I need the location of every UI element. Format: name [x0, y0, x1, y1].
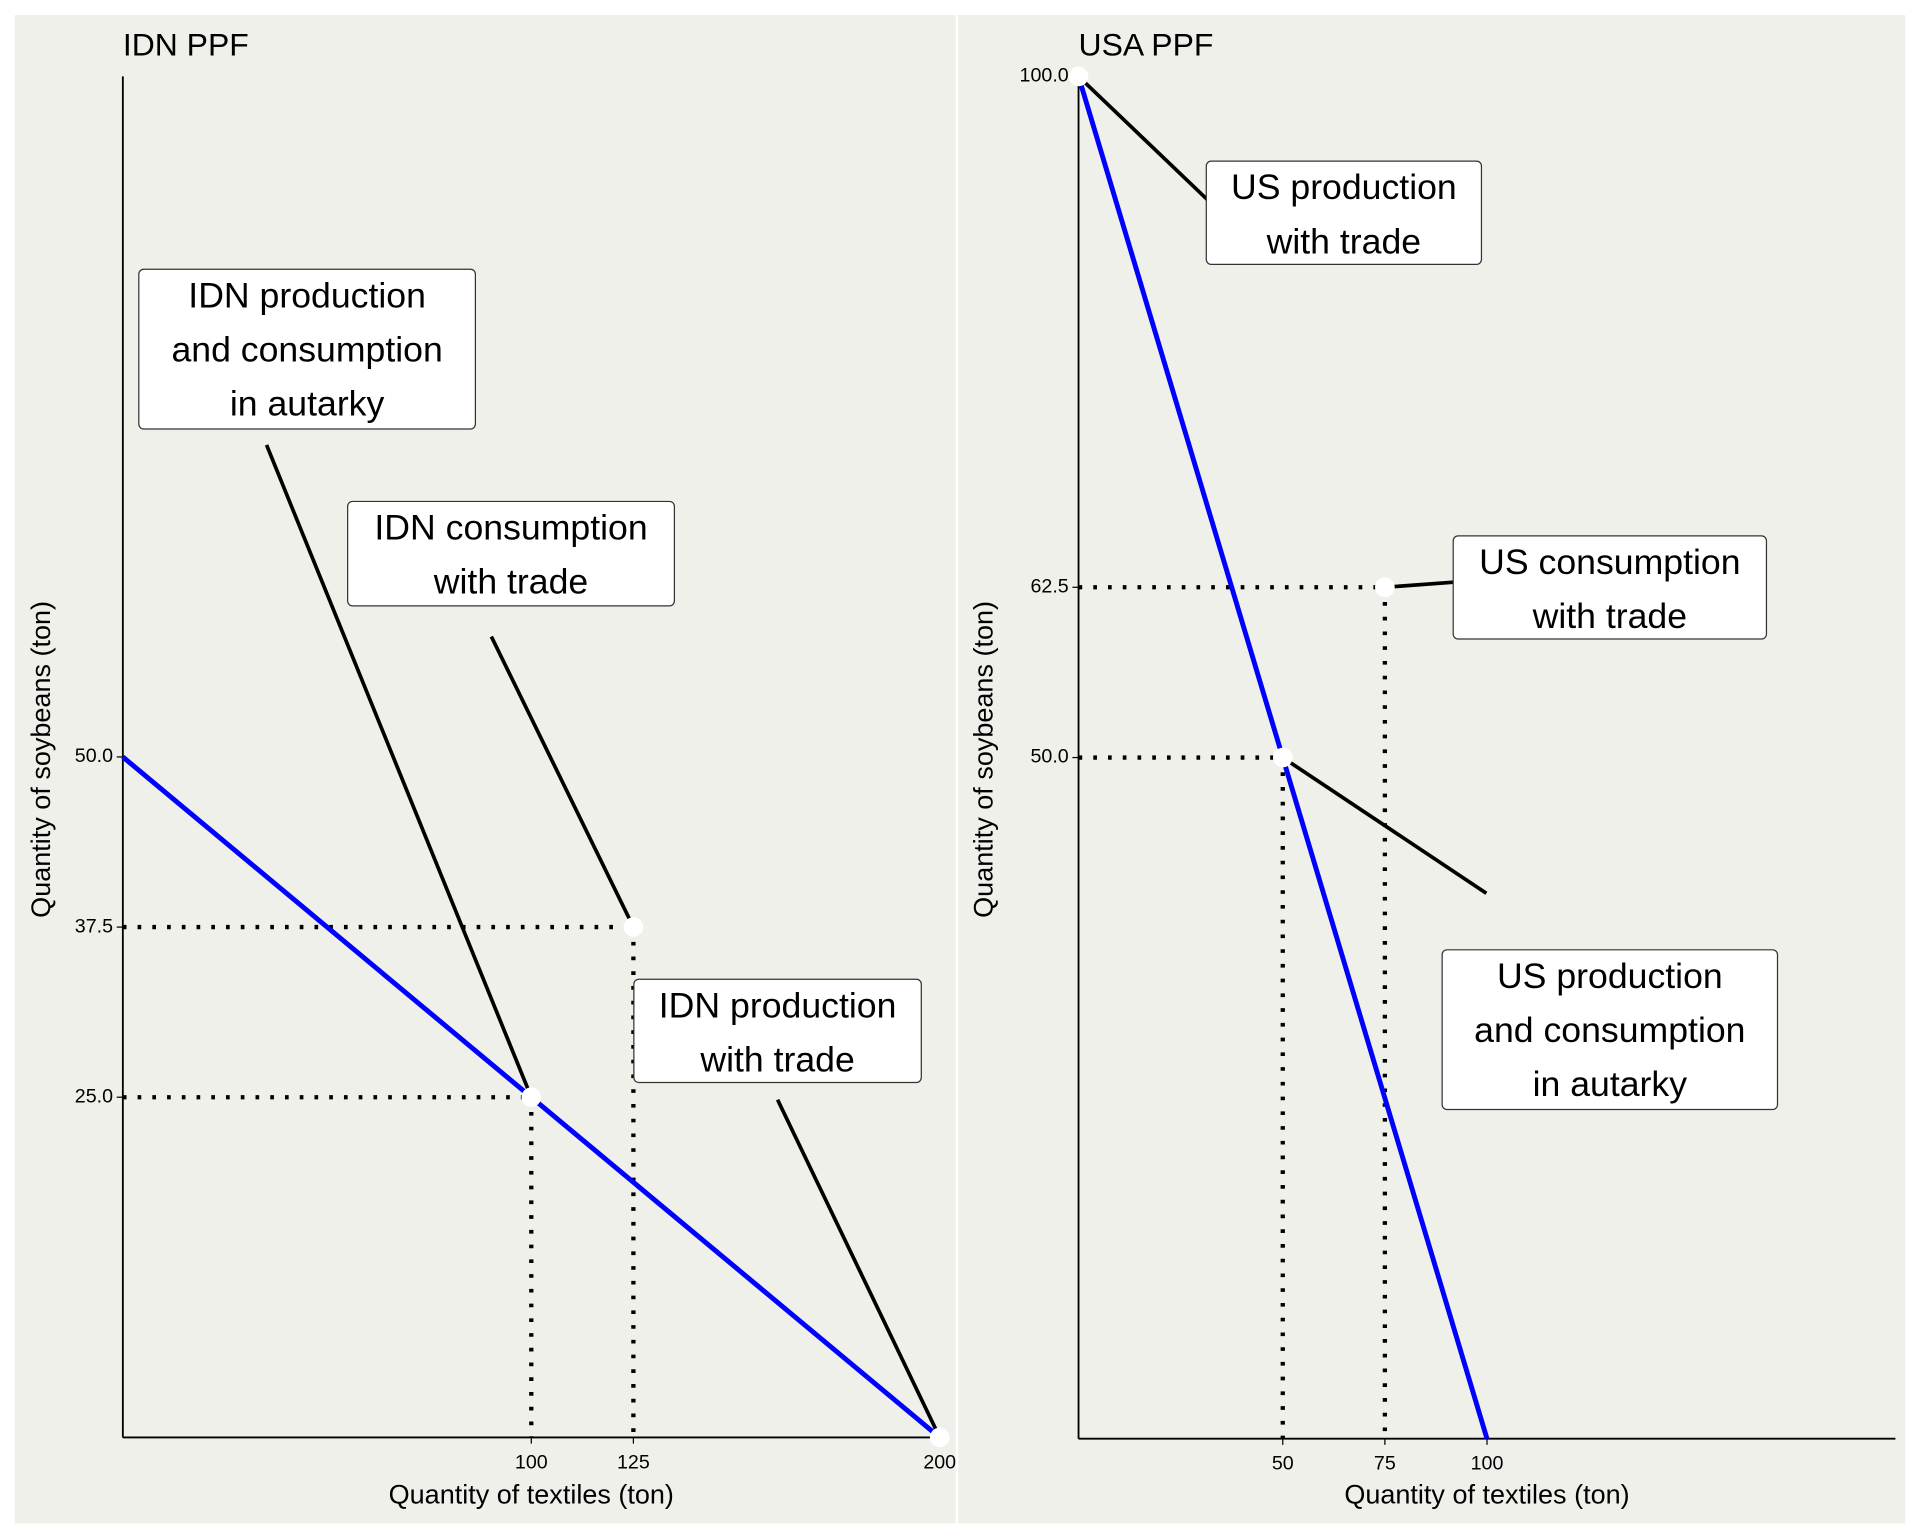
x-tick-label: 200 — [923, 1451, 956, 1473]
annotation: US consumption with trade — [1479, 543, 1741, 637]
x-axis-title: Quantity of textiles (ton) — [389, 1480, 674, 1510]
x-tick-label: 100 — [515, 1451, 548, 1473]
annotation-text: IDN production and consumption in autark… — [171, 276, 443, 425]
chart-title: IDN PPF — [123, 26, 249, 62]
y-tick-label: 50.0 — [1030, 746, 1068, 768]
point — [929, 1427, 950, 1448]
leader-line — [1281, 756, 1488, 895]
annotation-text: IDN production with trade — [658, 986, 897, 1081]
x-tick-label: 125 — [617, 1451, 650, 1473]
y-tick-label: 62.5 — [1030, 575, 1068, 597]
annotation: IDN production with trade — [658, 986, 897, 1081]
point — [521, 1087, 542, 1108]
annotation-text: IDN consumption with trade — [374, 508, 648, 603]
annotation: US production with trade — [1230, 168, 1457, 262]
annotation-box — [347, 500, 676, 607]
annotation: IDN production and consumption in autark… — [171, 276, 443, 425]
annotation: US production and consumption in autarky — [1474, 957, 1746, 1105]
y-tick-label: 100.0 — [1020, 65, 1069, 87]
annotation-text: US production and consumption in autarky — [1474, 957, 1746, 1105]
annotation-text: US consumption with trade — [1479, 543, 1741, 637]
leader-line — [264, 444, 533, 1098]
y-tick-label: 50.0 — [75, 745, 113, 767]
annotation-text: US production with trade — [1230, 168, 1457, 262]
annotation: IDN consumption with trade — [374, 508, 648, 603]
leader-line — [489, 635, 636, 928]
annotation-box — [1441, 949, 1779, 1111]
annotation-box — [633, 978, 922, 1084]
point — [1375, 577, 1395, 598]
annotation-box — [138, 268, 477, 430]
y-axis-title: Quantity of soybeans (ton) — [968, 601, 998, 918]
panel-background — [958, 14, 1906, 1524]
x-tick-label: 50 — [1272, 1453, 1294, 1475]
panel-background — [14, 14, 956, 1524]
annotation-box — [1205, 160, 1483, 265]
point — [1068, 66, 1089, 87]
point — [1272, 747, 1293, 768]
y-axis-title: Quantity of soybeans (ton) — [26, 601, 56, 918]
annotation-box — [1452, 535, 1768, 640]
y-tick-label: 25.0 — [75, 1085, 113, 1107]
chart-title: USA PPF — [1079, 26, 1214, 62]
leader-line — [1384, 579, 1466, 590]
x-tick-label: 75 — [1374, 1453, 1396, 1475]
point — [623, 917, 644, 937]
leader-line — [1077, 75, 1222, 213]
leader-line — [775, 1098, 942, 1439]
y-tick-label: 37.5 — [75, 915, 113, 937]
x-tick-label: 100 — [1471, 1453, 1504, 1475]
x-axis-title: Quantity of textiles (ton) — [1344, 1480, 1629, 1510]
